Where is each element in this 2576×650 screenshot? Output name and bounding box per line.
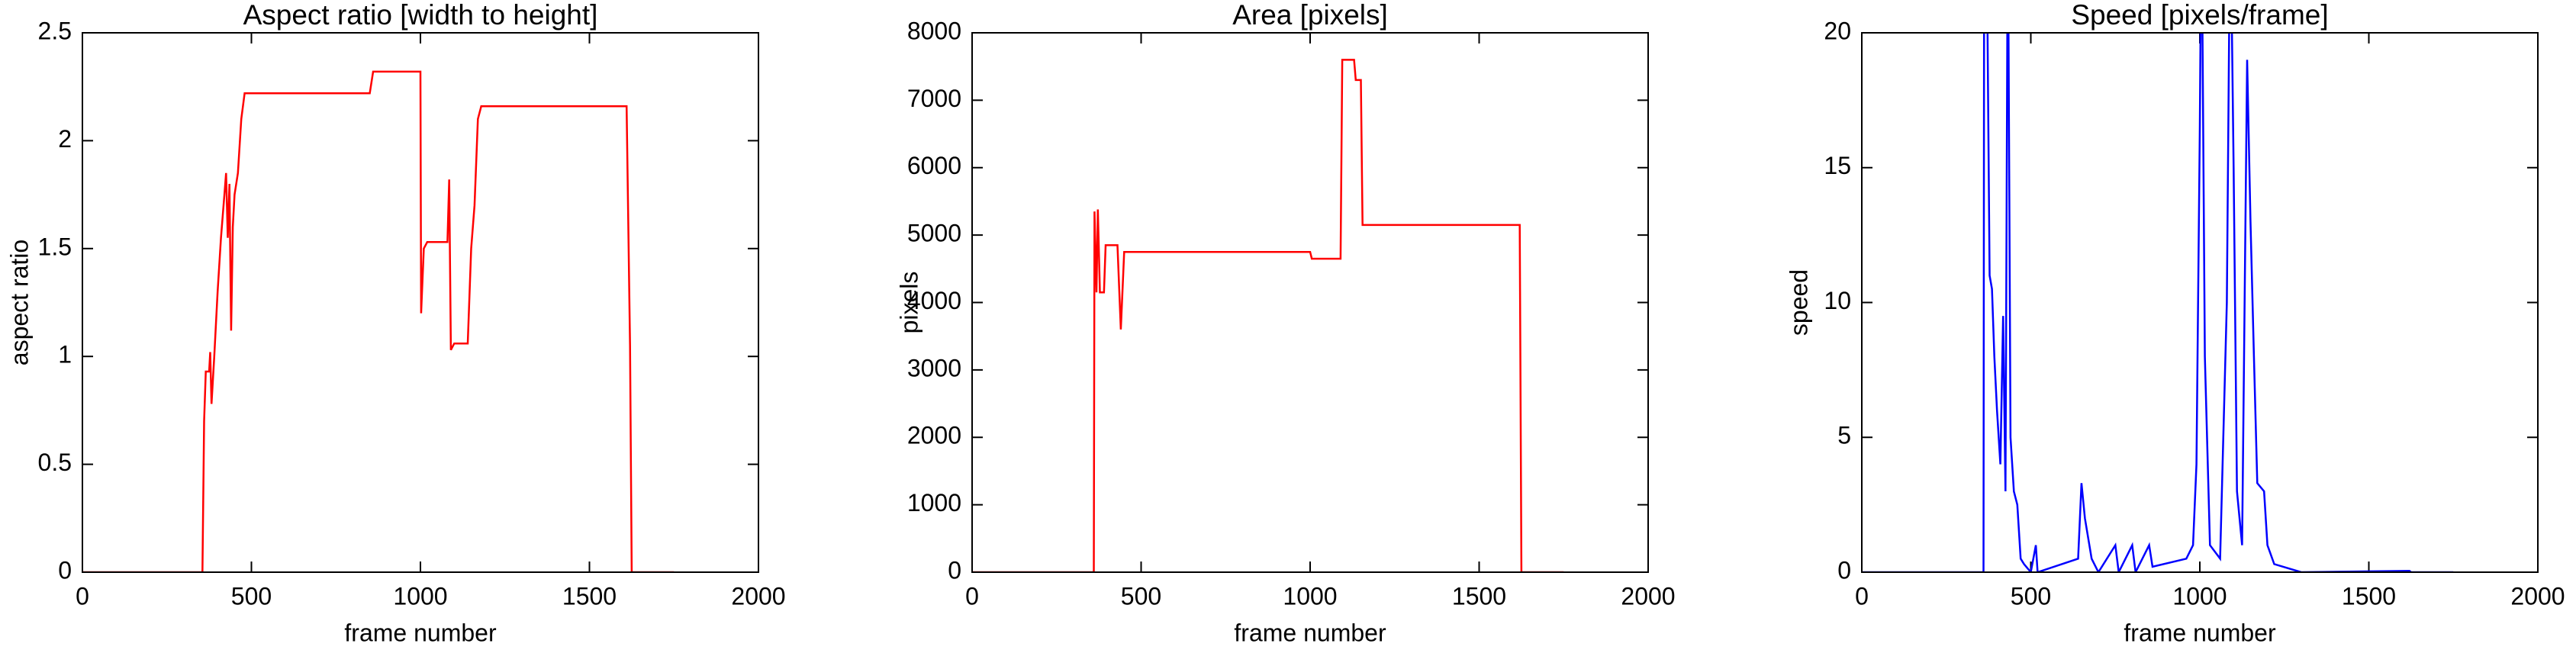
y-tick-label: 8000 <box>907 17 961 44</box>
x-tick-label: 500 <box>1121 582 1161 610</box>
data-line <box>82 70 675 572</box>
x-tick-label: 0 <box>76 582 89 610</box>
y-tick-label: 7000 <box>907 85 961 112</box>
y-tick-label: 3000 <box>907 354 961 381</box>
y-tick-label: 20 <box>1824 17 1851 44</box>
y-tick-label: 1 <box>58 341 72 368</box>
chart-title: Aspect ratio [width to height] <box>243 0 598 31</box>
axes-box <box>971 32 1649 573</box>
x-tick-label: 1000 <box>2172 582 2227 610</box>
x-tick-label: 1500 <box>1452 582 1506 610</box>
x-axis-label: frame number <box>2124 619 2276 646</box>
y-tick-label: 15 <box>1824 152 1851 179</box>
y-tick-label: 6000 <box>907 152 961 179</box>
x-tick-label: 1500 <box>562 582 617 610</box>
y-tick-label: 0 <box>948 556 961 584</box>
x-tick-label: 0 <box>1855 582 1869 610</box>
y-tick-label: 5 <box>1837 422 1851 449</box>
y-axis-label: speed <box>1785 269 1812 336</box>
y-tick-label: 2000 <box>907 422 961 449</box>
y-tick-label: 0.5 <box>38 449 72 476</box>
y-tick-label: 1000 <box>907 489 961 516</box>
y-tick-label: 5000 <box>907 220 961 247</box>
x-tick-label: 500 <box>231 582 272 610</box>
x-tick-label: 500 <box>2011 582 2051 610</box>
y-tick-label: 4000 <box>907 287 961 314</box>
x-tick-label: 2000 <box>2510 582 2565 610</box>
x-tick-label: 1500 <box>2342 582 2396 610</box>
chart-title: Speed [pixels/frame] <box>2071 0 2328 31</box>
chart-panel: Area [pixels] frame number pixels 0 500 1000 1… <box>895 0 1675 646</box>
x-tick-label: 1000 <box>393 582 447 610</box>
data-line <box>1862 33 2454 572</box>
plot-area <box>972 33 1648 572</box>
chart-panel: Aspect ratio [width to height] frame numb… <box>5 0 785 646</box>
x-tick-label: 0 <box>965 582 979 610</box>
axes-box <box>82 32 759 573</box>
y-tick-label: 10 <box>1824 287 1851 314</box>
y-tick-label: 2 <box>58 125 72 153</box>
data-line <box>972 59 1564 572</box>
y-axis-label: pixels <box>895 272 923 334</box>
y-axis-label: aspect ratio <box>5 240 33 365</box>
y-tick-label: 0 <box>58 556 72 584</box>
x-tick-label: 2000 <box>731 582 785 610</box>
y-tick-label: 1.5 <box>38 233 72 260</box>
axes-box <box>1861 32 2539 573</box>
x-tick-label: 1000 <box>1283 582 1337 610</box>
x-tick-label: 2000 <box>1621 582 1675 610</box>
y-tick-label: 0 <box>1837 556 1851 584</box>
y-tick-label: 2.5 <box>38 17 72 44</box>
chart-title: Area [pixels] <box>1232 0 1388 31</box>
x-axis-label: frame number <box>1234 619 1386 646</box>
x-axis-label: frame number <box>344 619 497 646</box>
